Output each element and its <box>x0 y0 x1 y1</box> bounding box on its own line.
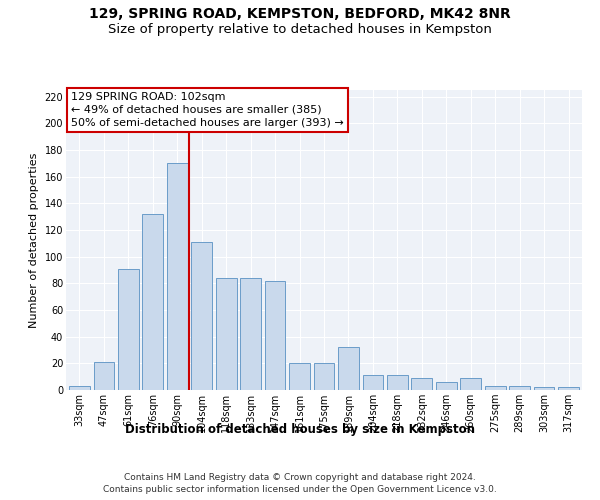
Text: Contains HM Land Registry data © Crown copyright and database right 2024.: Contains HM Land Registry data © Crown c… <box>124 472 476 482</box>
Text: 129, SPRING ROAD, KEMPSTON, BEDFORD, MK42 8NR: 129, SPRING ROAD, KEMPSTON, BEDFORD, MK4… <box>89 8 511 22</box>
Bar <box>167 164 188 390</box>
Bar <box>387 376 408 390</box>
Bar <box>289 364 310 390</box>
Text: Size of property relative to detached houses in Kempston: Size of property relative to detached ho… <box>108 22 492 36</box>
Y-axis label: Number of detached properties: Number of detached properties <box>29 152 39 328</box>
Bar <box>94 362 114 390</box>
Bar <box>412 378 432 390</box>
Bar <box>265 280 286 390</box>
Bar <box>240 278 261 390</box>
Bar <box>534 388 554 390</box>
Bar <box>314 364 334 390</box>
Bar <box>460 378 481 390</box>
Text: 129 SPRING ROAD: 102sqm
← 49% of detached houses are smaller (385)
50% of semi-d: 129 SPRING ROAD: 102sqm ← 49% of detache… <box>71 92 344 128</box>
Bar <box>191 242 212 390</box>
Bar <box>338 348 359 390</box>
Bar <box>436 382 457 390</box>
Bar <box>558 388 579 390</box>
Text: Contains public sector information licensed under the Open Government Licence v3: Contains public sector information licen… <box>103 485 497 494</box>
Bar <box>69 386 90 390</box>
Bar <box>142 214 163 390</box>
Bar <box>509 386 530 390</box>
Bar <box>362 376 383 390</box>
Bar <box>485 386 506 390</box>
Bar <box>216 278 236 390</box>
Text: Distribution of detached houses by size in Kempston: Distribution of detached houses by size … <box>125 422 475 436</box>
Bar <box>118 268 139 390</box>
